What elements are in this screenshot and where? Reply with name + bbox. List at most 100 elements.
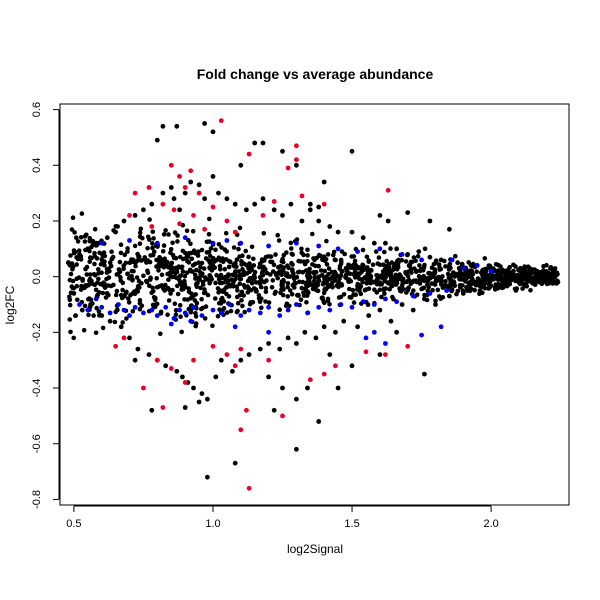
background-point — [427, 271, 432, 277]
background-point — [259, 305, 264, 311]
red-point — [246, 151, 252, 157]
background-point — [87, 259, 92, 265]
red-point — [132, 190, 138, 196]
background-point — [448, 279, 453, 284]
background-point — [400, 276, 406, 282]
black-point — [230, 368, 235, 374]
red-point — [149, 224, 155, 229]
background-point — [292, 285, 297, 290]
background-point — [465, 275, 471, 280]
background-point — [445, 271, 451, 277]
background-point — [350, 287, 356, 293]
background-point — [102, 262, 107, 268]
background-point — [220, 259, 226, 265]
black-point — [99, 313, 105, 318]
background-point — [390, 276, 395, 281]
black-point — [469, 263, 475, 268]
background-point — [208, 246, 214, 251]
background-point — [239, 262, 244, 267]
background-point — [87, 296, 92, 301]
black-point — [427, 254, 433, 260]
blue-point — [171, 316, 177, 321]
background-point — [382, 291, 387, 296]
background-point — [243, 248, 248, 254]
background-point — [342, 251, 348, 257]
background-point — [277, 269, 282, 274]
background-point — [264, 278, 269, 283]
background-point — [199, 260, 205, 266]
black-point — [65, 260, 71, 266]
blue-point — [182, 235, 188, 241]
background-point — [406, 285, 412, 291]
background-point — [298, 259, 303, 264]
black-point — [422, 296, 427, 302]
blue-point — [363, 335, 369, 341]
background-point — [206, 232, 212, 237]
background-point — [223, 230, 229, 236]
red-point — [168, 162, 174, 168]
background-point — [357, 283, 362, 288]
blue-point — [99, 304, 105, 310]
blue-point — [93, 296, 99, 302]
background-point — [145, 234, 151, 240]
background-point — [222, 266, 228, 272]
background-point — [414, 279, 420, 285]
y-tick-label: -0.6 — [31, 434, 43, 453]
black-point — [77, 252, 82, 257]
background-point — [76, 248, 82, 253]
background-point — [277, 307, 283, 313]
background-point — [239, 298, 244, 303]
red-point — [405, 343, 411, 349]
background-point — [337, 264, 343, 269]
background-point — [147, 259, 153, 265]
background-point — [463, 279, 468, 284]
background-point — [113, 292, 119, 298]
background-point — [81, 327, 87, 333]
red-point — [121, 335, 127, 341]
blue-point — [77, 302, 82, 307]
background-point — [236, 246, 241, 252]
black-point — [355, 324, 360, 330]
background-point — [151, 236, 156, 241]
black-point — [460, 291, 466, 296]
black-point — [132, 213, 138, 218]
background-point — [275, 275, 281, 281]
red-point — [294, 143, 299, 149]
background-point — [436, 274, 442, 280]
background-point — [370, 262, 376, 268]
black-point — [196, 399, 202, 405]
background-point — [231, 278, 237, 284]
background-point — [241, 293, 246, 298]
background-point — [289, 246, 294, 251]
background-point — [260, 273, 266, 278]
background-point — [493, 262, 499, 267]
background-point — [188, 241, 193, 247]
background-point — [245, 290, 251, 295]
background-point — [364, 254, 370, 260]
background-point — [106, 275, 112, 280]
background-point — [99, 257, 104, 262]
background-point — [71, 335, 76, 341]
background-point — [316, 278, 322, 284]
background-point — [97, 250, 102, 256]
black-point — [277, 346, 283, 352]
background-point — [285, 284, 290, 290]
black-point — [163, 363, 169, 369]
background-point — [248, 267, 254, 273]
background-point — [390, 294, 395, 300]
background-point — [222, 280, 228, 285]
background-point — [511, 262, 516, 268]
blue-point — [99, 240, 105, 246]
background-point — [457, 284, 463, 290]
background-point — [447, 261, 453, 267]
background-point — [251, 276, 256, 282]
background-point — [68, 253, 73, 258]
background-point — [166, 232, 171, 237]
background-point — [333, 257, 338, 263]
background-point — [202, 275, 208, 280]
background-point — [141, 273, 146, 279]
background-point — [280, 282, 285, 288]
background-point — [388, 271, 394, 277]
red-point — [182, 185, 188, 190]
background-point — [127, 260, 133, 266]
